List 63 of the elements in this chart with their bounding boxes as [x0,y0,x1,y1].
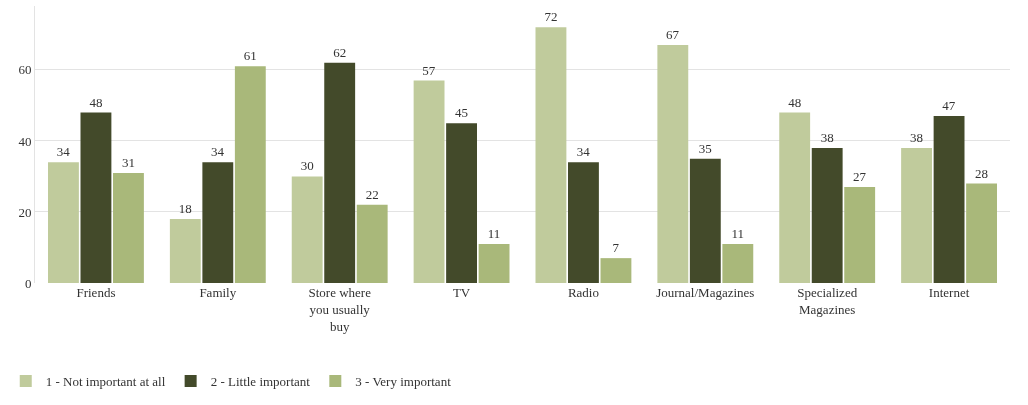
bar [600,258,632,283]
bar [689,158,721,283]
x-tick-label: Family [199,285,237,300]
data-label: 57 [422,62,436,78]
x-tick-label: Radio [567,285,599,300]
bar [169,219,201,283]
bar [933,116,965,283]
data-label: 35 [698,140,712,156]
bar [779,112,811,283]
data-label: 38 [910,130,924,146]
bar [901,148,932,283]
data-label: 61 [243,48,257,64]
x-tick-label: Store where you usually buy [308,285,372,334]
bar [966,183,997,283]
data-label: 11 [487,225,501,241]
bar [234,66,266,283]
x-tick-label: Internet [928,285,970,300]
data-label: 18 [178,201,192,217]
x-tick-label: Friends [76,285,116,300]
data-label: 28 [975,165,989,181]
legend-label: 1 - Not important at all [45,374,166,390]
legend-label: 2 - Little important [210,374,311,390]
data-label: 31 [121,154,135,170]
data-label: 38 [820,130,834,146]
y-tick-label: 60 [18,62,32,78]
x-tick-label: TV [452,285,471,300]
legend-label: 3 - Very important [355,374,452,390]
data-label: 34 [56,144,71,160]
y-tick-label: 0 [24,275,32,291]
y-tick-label: 20 [18,204,32,220]
bar [80,112,112,283]
data-label: 62 [333,44,347,60]
bar [446,123,477,283]
bar [48,162,79,283]
data-label: 27 [852,169,867,185]
bar [568,162,599,283]
bar [291,176,323,283]
bar [478,243,510,283]
data-label: 48 [788,94,802,110]
bar [722,243,754,283]
bar [844,187,876,283]
data-label: 47 [942,98,956,114]
data-label: 30 [300,158,314,174]
bar [113,172,144,283]
y-tick-label: 40 [18,133,32,149]
x-tick-label: Journal/Magazines [656,285,755,300]
bar [202,162,234,283]
data-label: 48 [89,94,103,110]
data-label: 11 [731,225,745,241]
data-label: 22 [365,186,379,202]
x-tick-label: Specialized Magazines [797,285,858,317]
bar [811,148,843,283]
bar [356,204,388,283]
bar [657,45,689,283]
bar [535,27,567,283]
data-label: 45 [455,105,469,121]
data-label: 67 [666,27,680,43]
bar [324,62,356,283]
bar [413,80,445,283]
data-label: 72 [544,9,558,25]
data-label: 34 [576,144,591,160]
data-label: 7 [612,240,620,256]
data-label: 34 [211,144,225,160]
